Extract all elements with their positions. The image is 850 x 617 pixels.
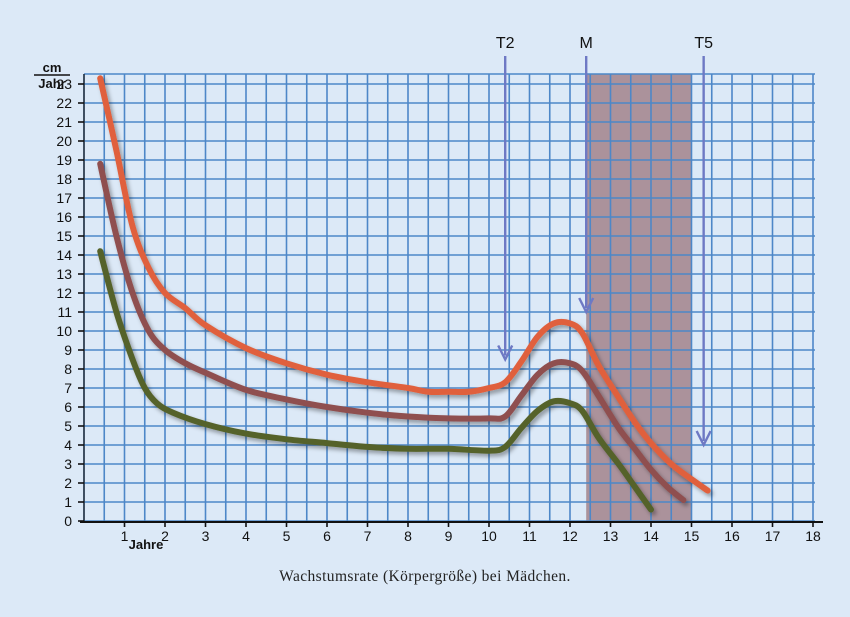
- y-tick-label: 19: [56, 152, 72, 168]
- marker-label-t2: T2: [496, 35, 515, 52]
- x-tick-label: 5: [283, 528, 291, 544]
- x-tick-label: 1: [121, 528, 129, 544]
- y-tick-label: 5: [64, 418, 72, 434]
- x-tick-label: 14: [643, 528, 659, 544]
- y-tick-label: 10: [56, 323, 72, 339]
- x-tick-label: 8: [404, 528, 412, 544]
- y-tick-label: 14: [56, 247, 72, 263]
- y-tick-label: 1: [64, 494, 72, 510]
- marker-arrow-head: [695, 430, 712, 448]
- x-axis-label: Jahre: [129, 537, 164, 552]
- y-tick-label: 8: [64, 361, 72, 377]
- y-unit-bottom: Jahr: [38, 76, 65, 91]
- chart-caption: Wachstumsrate (Körpergröße) bei Mädchen.: [279, 568, 571, 585]
- marker-arrow-head: [578, 297, 595, 315]
- x-tick-label: 12: [562, 528, 578, 544]
- y-tick-label: 16: [56, 209, 72, 225]
- x-tick-label: 15: [684, 528, 700, 544]
- y-tick-label: 12: [56, 285, 72, 301]
- y-tick-label: 0: [64, 513, 72, 529]
- series-line-middle: [97, 160, 687, 504]
- y-tick-label: 23: [56, 76, 72, 92]
- y-tick-label: 9: [64, 342, 72, 358]
- y-tick-label: 17: [56, 190, 72, 206]
- marker-arrow-head: [497, 344, 514, 363]
- y-tick-label: 18: [56, 171, 72, 187]
- x-tick-label: 4: [242, 528, 250, 544]
- series-line-lower: [97, 248, 654, 513]
- y-tick-label: 3: [64, 456, 72, 472]
- y-tick-label: 20: [56, 133, 72, 149]
- x-tick-label: 3: [202, 528, 210, 544]
- y-tick-label: 6: [64, 399, 72, 415]
- y-tick-label: 4: [64, 437, 72, 453]
- y-tick-label: 13: [56, 266, 72, 282]
- x-tick-label: 11: [522, 528, 537, 544]
- x-tick-label: 16: [724, 528, 740, 544]
- y-tick-label: 15: [56, 228, 72, 244]
- x-tick-label: 9: [445, 528, 453, 544]
- y-unit-top: cm: [43, 60, 62, 75]
- y-tick-label: 11: [57, 304, 72, 320]
- x-tick-label: 17: [765, 528, 781, 544]
- y-tick-label: 22: [56, 95, 72, 111]
- x-tick-label: 2: [161, 528, 169, 544]
- y-tick-label: 2: [64, 475, 72, 491]
- x-tick-label: 10: [481, 528, 497, 544]
- series-line-upper: [97, 75, 711, 494]
- y-tick-label: 7: [64, 380, 72, 396]
- y-tick-label: 21: [56, 114, 72, 130]
- x-tick-label: 6: [323, 528, 331, 544]
- marker-label-t5: T5: [694, 35, 713, 52]
- x-tick-label: 13: [603, 528, 619, 544]
- x-tick-label: 18: [805, 528, 821, 544]
- x-tick-label: 7: [364, 528, 372, 544]
- marker-label-m: M: [580, 35, 593, 52]
